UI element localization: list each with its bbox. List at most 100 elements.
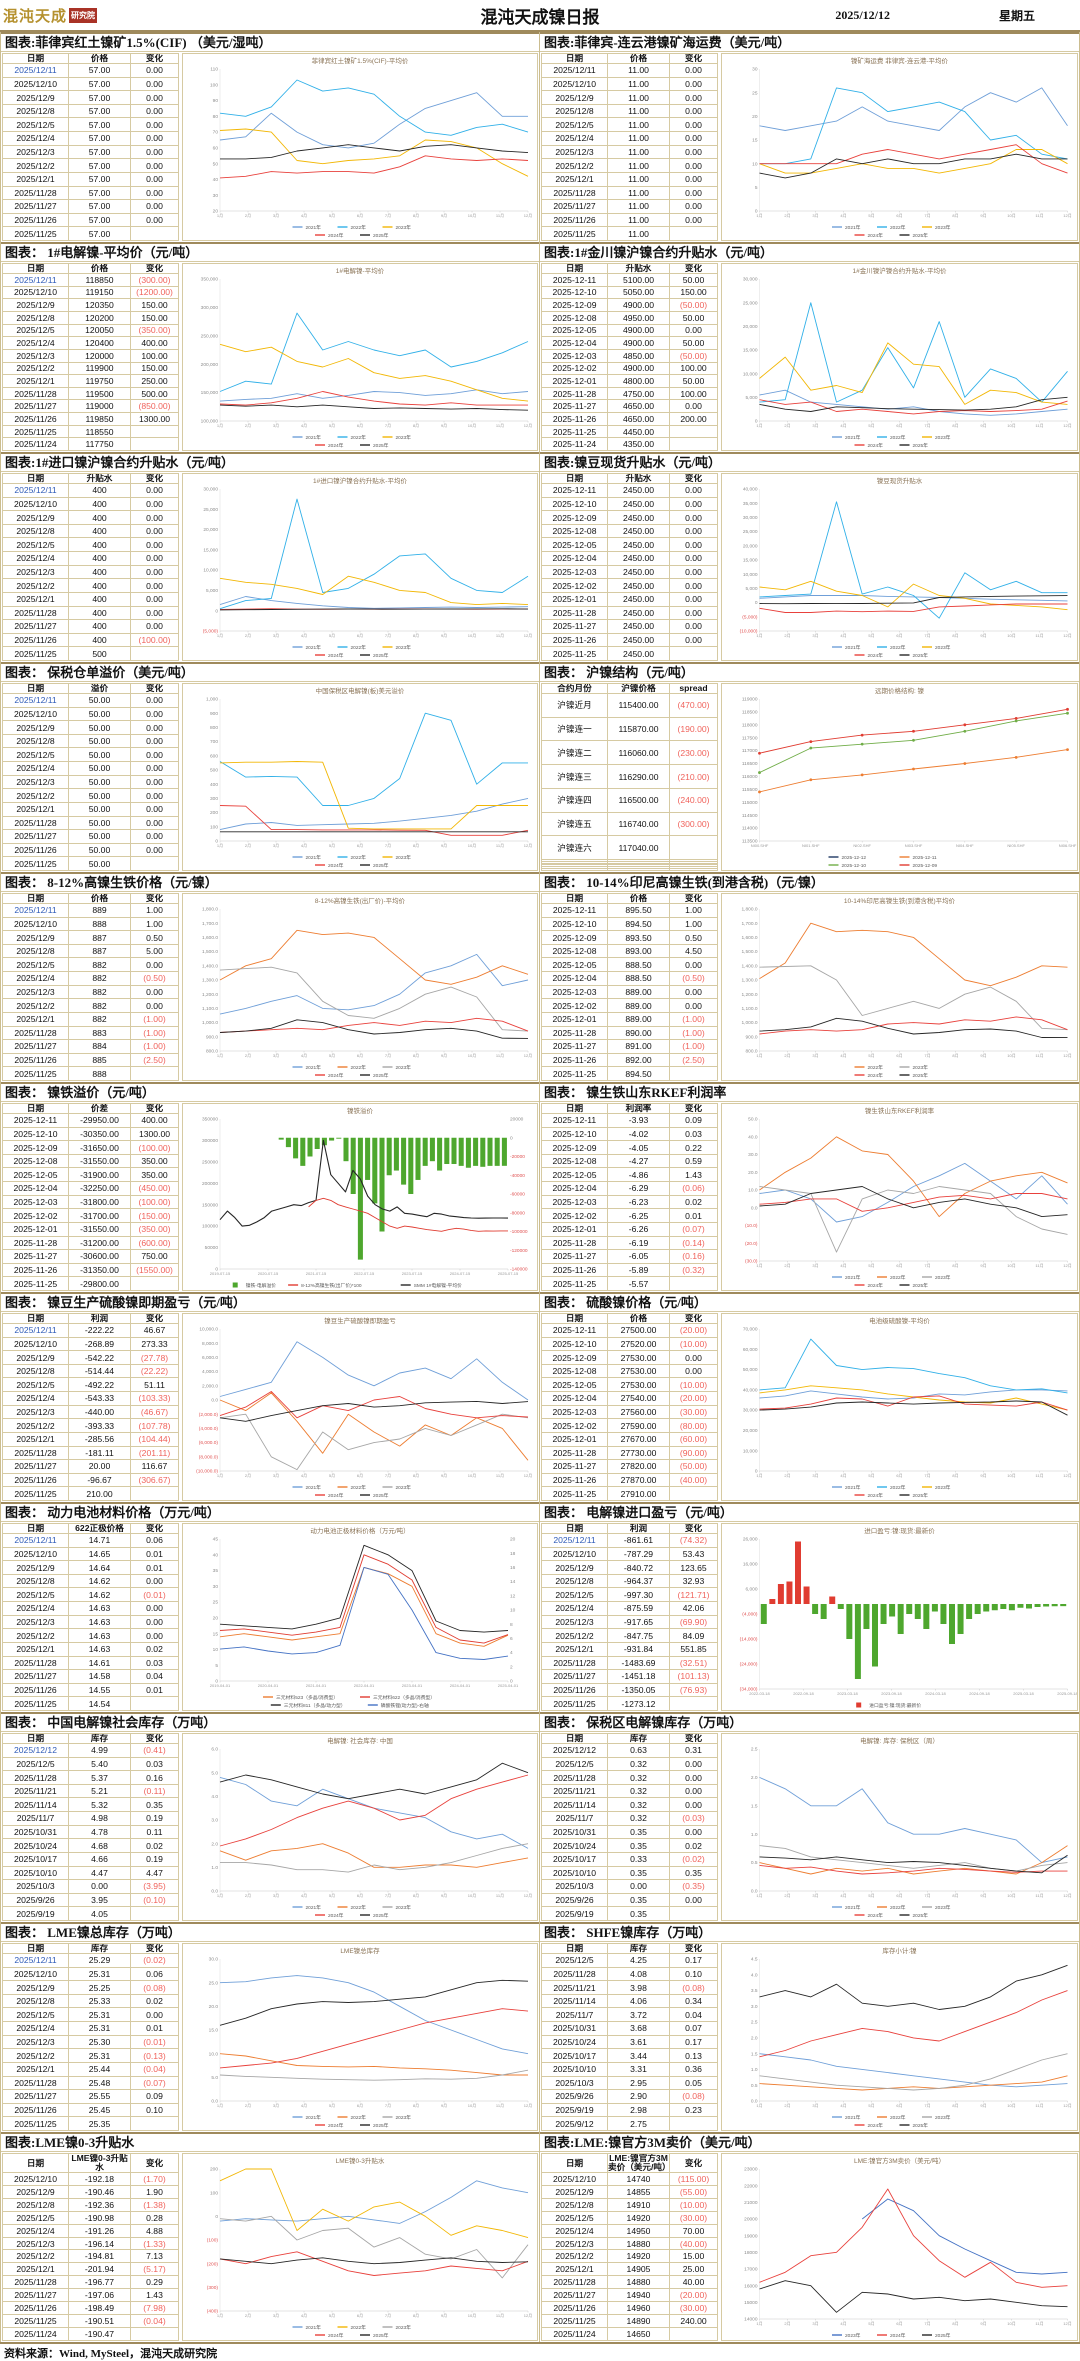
cell-change: 0.00 <box>669 1363 718 1379</box>
svg-text:100: 100 <box>210 82 218 88</box>
cell-change: (30.00) <box>669 2210 718 2225</box>
cell-date: 2025/12/1 <box>2 374 69 388</box>
cell-value: 118550 <box>68 424 131 439</box>
svg-text:9月: 9月 <box>980 2103 986 2108</box>
svg-text:-60000: -60000 <box>510 1192 525 1198</box>
table-row: 2025/12/10 57.00 0.00 <box>2 76 179 92</box>
cell-value: 57.00 <box>68 117 131 133</box>
table-row: 2025/11/25 210.00 <box>2 1486 179 1501</box>
svg-text:2025年: 2025年 <box>935 2332 951 2339</box>
cell-change: (210.00) <box>669 764 718 789</box>
svg-text:2024年: 2024年 <box>328 1492 344 1499</box>
svg-text:35: 35 <box>213 1568 219 1574</box>
cell-value: 889.00 <box>607 998 670 1013</box>
cell-change: 0.00 <box>669 1797 718 1813</box>
cell-change: (0.01) <box>130 2034 179 2050</box>
svg-text:150000: 150000 <box>202 1202 218 1208</box>
table-row: 2025/12/8 -192.36 (1.38) <box>2 2197 179 2212</box>
svg-text:7月: 7月 <box>385 1893 391 1898</box>
svg-text:SMM 1#电解镍-平均价: SMM 1#电解镍-平均价 <box>414 1282 462 1289</box>
table-row: 沪镍连六 117040.00 <box>541 835 718 861</box>
cell-value: 25.29 <box>68 1953 131 1968</box>
cell-date: 2025/12/8 <box>2 1363 69 1379</box>
svg-text:2025年: 2025年 <box>373 862 389 869</box>
table-row: 2025-12-02 27590.00 (80.00) <box>541 1418 718 1433</box>
chart-sulfate-price: 电池级硫酸镍-平均价 70,000 60,000 50,000 40,000 30,000… <box>721 1313 1078 1501</box>
cell-change: (1.38) <box>130 2197 179 2212</box>
svg-text:2021年: 2021年 <box>845 2114 861 2121</box>
column-header: 变化 <box>669 1942 718 1955</box>
svg-text:9月: 9月 <box>980 1053 986 1058</box>
cell-date: 2025/10/24 <box>541 1838 608 1853</box>
cell-date: 沪镍连六 <box>541 835 608 861</box>
cell-value: 2.95 <box>607 2075 670 2091</box>
svg-text:800.0: 800.0 <box>745 1049 757 1055</box>
table-row: 2025/10/24 0.35 0.02 <box>541 1838 718 1853</box>
svg-text:12月: 12月 <box>1063 2321 1071 2326</box>
cell-change: 0.59 <box>669 1153 718 1169</box>
cell-date: 沪镍连一 <box>541 716 608 742</box>
cell-date: 2025/12/1 <box>2 1011 69 1027</box>
cell-value: 57.00 <box>68 199 131 214</box>
cell-date: 2025-11-27 <box>541 1039 608 1054</box>
table-row: 2025/11/25 50.00 <box>2 856 179 871</box>
cell-change: 0.00 <box>130 733 179 749</box>
cell-value: 119850 <box>68 412 131 426</box>
table-row: 2025/10/10 0.35 0.35 <box>541 1865 718 1881</box>
section-body: 日期 价格 变化 2025/12/11 11.00 0.00 2025/12/10 11.00… <box>540 52 1079 242</box>
section-body: 日期 库存 变化 2025/12/12 4.99 (0.41) 2025/12/5 5.40 0… <box>1 1732 539 1922</box>
svg-text:100: 100 <box>210 2190 218 2196</box>
cell-value: 27530.00 <box>607 1377 670 1393</box>
cell-date: 2025/12/8 <box>2 523 69 539</box>
svg-text:5月: 5月 <box>868 1893 874 1898</box>
section-body: 日期 升贴水 变化 2025-12-11 2450.00 0.00 2025-12-10 24… <box>540 472 1079 662</box>
cell-change: 7.13 <box>130 2249 179 2264</box>
svg-text:2022-04-01: 2022-04-01 <box>354 1683 375 1688</box>
svg-text:15,000: 15,000 <box>743 558 758 564</box>
cell-value: 894.50 <box>607 1066 670 1081</box>
table-row: 2025/10/17 0.33 (0.02) <box>541 1851 718 1867</box>
cell-value: 2450.00 <box>607 591 670 607</box>
table-row: 2025/12/11 57.00 0.00 <box>2 63 179 78</box>
svg-text:0: 0 <box>755 1469 758 1475</box>
table-row: 2025/12/5 14.62 (0.01) <box>2 1587 179 1603</box>
table-row: 2025/10/3 0.00 (0.35) <box>541 1879 718 1894</box>
cell-value: 11.00 <box>607 90 670 105</box>
cell-change: (190.00) <box>669 716 718 742</box>
svg-text:4月: 4月 <box>840 213 846 218</box>
svg-text:10: 10 <box>213 1647 219 1653</box>
cell-date: 沪镍连五 <box>541 811 608 837</box>
cell-date: 2025-12-11 <box>2 1113 69 1128</box>
table-row: 2025/12/8 -514.44 (22.22) <box>2 1363 179 1379</box>
cell-change: 200.00 <box>669 412 718 426</box>
svg-text:(100): (100) <box>207 2238 219 2244</box>
cell-value: 889 <box>68 903 131 918</box>
svg-text:0.0: 0.0 <box>211 1889 218 1895</box>
cell-change: (0.08) <box>669 2089 718 2104</box>
cell-change: 0.19 <box>130 1851 179 1867</box>
svg-text:2月: 2月 <box>784 1473 790 1478</box>
cell-value: 14.61 <box>68 1655 131 1671</box>
svg-text:4月: 4月 <box>301 1473 307 1478</box>
cell-date: 沪镍连三 <box>541 764 608 789</box>
cell-date: 2025/11/28 <box>2 1655 69 1671</box>
table-row: 2025/11/27 -1451.18 (101.13) <box>541 1669 718 1684</box>
table-row: 2025/12/10 119150 (1200.00) <box>2 285 179 300</box>
table-row: 2025/11/26 14960 (30.00) <box>541 2301 718 2315</box>
svg-text:NI06.SHF: NI06.SHF <box>1059 843 1077 848</box>
cell-change: 0.01 <box>130 1682 179 1698</box>
cell-date: 2025/11/27 <box>2 199 69 214</box>
svg-text:(5,000): (5,000) <box>742 614 758 620</box>
section-import-prem: 图表:1#进口镍沪镍合约升贴水（元/吨） 日期 升贴水 变化 2025/12/11 400… <box>0 452 540 662</box>
svg-text:5月: 5月 <box>329 2313 335 2318</box>
data-table: 日期 溢价 变化 2025/12/11 50.00 0.00 2025/12/10 50.00… <box>2 682 179 871</box>
svg-text:2024年: 2024年 <box>868 652 884 659</box>
column-header: 变化 <box>130 2152 179 2174</box>
svg-text:12月: 12月 <box>1063 2103 1071 2108</box>
table-row: 2025/11/26 119850 1300.00 <box>2 412 179 426</box>
cell-value: 14920 <box>607 2249 670 2264</box>
svg-text:3月: 3月 <box>812 2103 818 2108</box>
cell-change: 0.00 <box>669 632 718 648</box>
cell-change: (74.32) <box>669 1533 718 1548</box>
cell-date: 2025/12/4 <box>2 551 69 566</box>
